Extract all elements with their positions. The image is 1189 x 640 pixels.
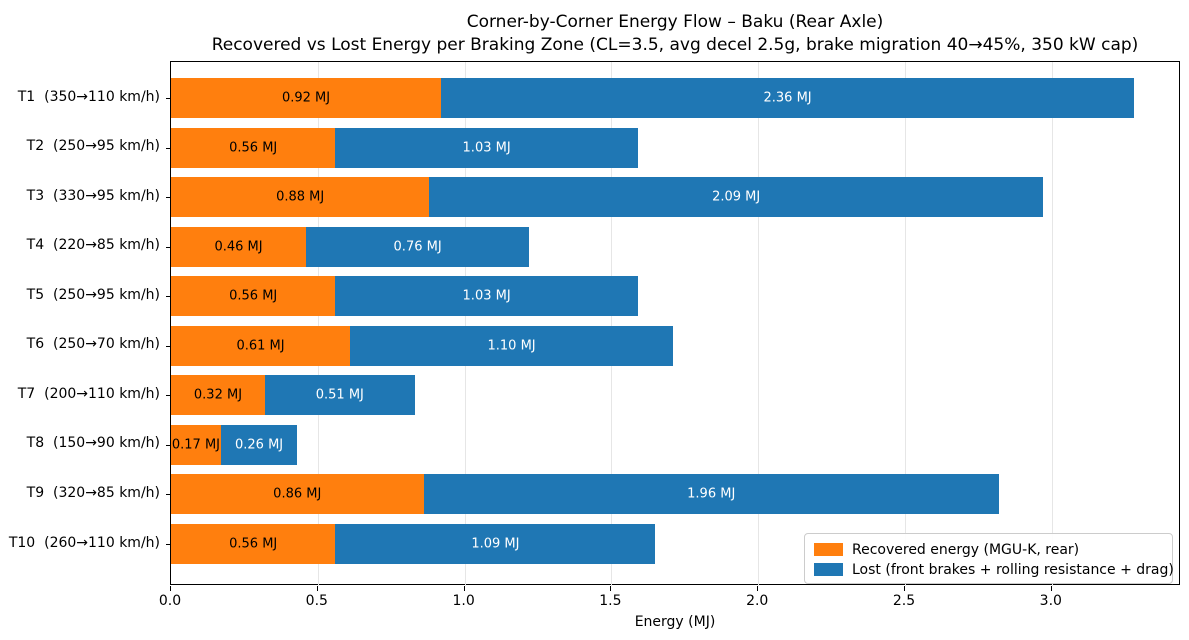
bar-segment-lost: 0.76 MJ (306, 226, 530, 267)
bar-value-label: 0.86 MJ (273, 486, 322, 502)
x-tick-mark (610, 586, 612, 591)
y-tick-mark (166, 147, 171, 149)
y-tick-mark (166, 296, 171, 298)
bar-value-label: 0.56 MJ (229, 288, 278, 304)
bar-segment-lost: 2.36 MJ (441, 78, 1135, 118)
bar-value-label: 0.56 MJ (229, 140, 278, 156)
bar-segment-recovered: 0.17 MJ (171, 424, 221, 465)
y-tick-label: T10 (260→110 km/h) (8, 534, 160, 551)
x-tick-label: 0.0 (158, 593, 182, 609)
x-axis-label: Energy (MJ) (634, 614, 716, 630)
x-tick-label: 3.0 (1039, 593, 1062, 609)
x-tick-mark (904, 586, 905, 591)
y-tick-label: T7 (200→110 km/h) (17, 385, 160, 402)
chart-title: Corner-by-Corner Energy Flow – Baku (Rea… (466, 12, 884, 32)
y-tick-label: T2 (250→95 km/h) (26, 138, 160, 155)
bar-segment-lost: 1.09 MJ (335, 524, 656, 565)
bar-segment-recovered: 0.56 MJ (171, 127, 336, 168)
legend-label-recovered: Recovered energy (MGU-K, rear) (852, 541, 1080, 558)
legend-swatch-recovered-icon (814, 543, 843, 556)
bar-segment-lost: 2.09 MJ (429, 177, 1043, 218)
gridline (611, 62, 613, 586)
bar-segment-recovered: 0.56 MJ (171, 276, 336, 317)
y-tick-mark (166, 395, 171, 397)
x-tick-label: 2.5 (892, 593, 916, 609)
x-tick-mark (463, 586, 465, 591)
gridline (905, 62, 906, 586)
y-tick-label: T3 (330→95 km/h) (26, 187, 160, 204)
gridline (317, 62, 319, 586)
bar-segment-lost: 1.10 MJ (350, 325, 674, 366)
y-tick-mark (166, 444, 171, 446)
y-tick-label: T8 (150→90 km/h) (26, 435, 160, 452)
bar-value-label: 0.56 MJ (229, 536, 278, 552)
x-tick-label: 0.5 (305, 593, 328, 609)
x-tick-mark (757, 586, 759, 591)
bar-value-label: 1.03 MJ (462, 140, 511, 156)
x-tick-mark (1050, 586, 1052, 591)
y-tick-mark (166, 494, 171, 496)
x-tick-label: 2.0 (746, 593, 769, 609)
x-tick-mark (316, 586, 318, 591)
bar-segment-recovered: 0.86 MJ (171, 474, 424, 515)
y-tick-mark (166, 544, 171, 546)
bar-segment-recovered: 0.32 MJ (171, 375, 265, 416)
bar-segment-lost: 0.26 MJ (220, 424, 298, 465)
y-tick-mark (166, 197, 171, 199)
gridline (1051, 62, 1053, 586)
bar-segment-recovered: 0.92 MJ (171, 78, 442, 118)
bar-value-label: 0.51 MJ (315, 387, 364, 403)
legend-item-lost: Lost (front brakes + rolling resistance … (814, 560, 1174, 579)
bar-segment-recovered: 0.56 MJ (171, 524, 336, 565)
y-tick-label: T6 (250→70 km/h) (26, 336, 160, 353)
bar-segment-lost: 1.03 MJ (335, 127, 638, 168)
chart-subtitle: Recovered vs Lost Energy per Braking Zon… (211, 35, 1139, 55)
y-tick-label: T4 (220→85 km/h) (26, 237, 160, 254)
y-tick-label: T1 (350→110 km/h) (17, 88, 160, 105)
gridline (464, 62, 466, 586)
bar-segment-recovered: 0.88 MJ (171, 177, 430, 218)
bar-value-label: 1.09 MJ (471, 536, 520, 552)
y-tick-mark (166, 345, 171, 347)
bar-value-label: 0.76 MJ (393, 239, 442, 255)
x-tick-label: 1.5 (599, 593, 622, 609)
gridline (758, 62, 760, 586)
bar-segment-lost: 1.96 MJ (423, 474, 999, 515)
bar-value-label: 0.88 MJ (276, 189, 325, 205)
bar-value-label: 0.92 MJ (281, 90, 331, 106)
bar-segment-lost: 0.51 MJ (264, 375, 415, 416)
bar-value-label: 0.46 MJ (214, 239, 263, 255)
bar-value-label: 0.26 MJ (234, 437, 284, 453)
bar-segment-recovered: 0.61 MJ (171, 325, 351, 366)
legend-swatch-lost-icon (814, 563, 843, 576)
legend-label-lost: Lost (front brakes + rolling resistance … (852, 561, 1174, 578)
bar-value-label: 0.61 MJ (236, 338, 285, 354)
bar-segment-recovered: 0.46 MJ (171, 226, 307, 267)
y-tick-label: T5 (250→95 km/h) (26, 286, 160, 303)
bar-value-label: 1.10 MJ (487, 338, 536, 354)
legend-item-recovered: Recovered energy (MGU-K, rear) (814, 540, 1162, 559)
bar-value-label: 0.32 MJ (193, 387, 243, 403)
plot-area: Recovered energy (MGU-K, rear) Lost (fro… (166, 61, 1180, 586)
x-tick-mark (170, 586, 171, 591)
bar-value-label: 2.36 MJ (763, 90, 812, 106)
y-tick-mark (166, 246, 171, 248)
bar-segment-lost: 1.03 MJ (335, 276, 638, 317)
bar-value-label: 2.09 MJ (712, 189, 761, 205)
x-tick-label: 1.0 (452, 593, 475, 609)
bar-value-label: 1.03 MJ (462, 288, 511, 304)
bar-value-label: 1.96 MJ (687, 486, 736, 502)
bar-value-label: 0.17 MJ (171, 437, 221, 453)
y-tick-mark (166, 98, 171, 99)
y-tick-label: T9 (320→85 km/h) (26, 484, 160, 501)
chart-title-block: Corner-by-Corner Energy Flow – Baku (Rea… (170, 11, 1180, 57)
legend: Recovered energy (MGU-K, rear) Lost (fro… (804, 533, 1174, 584)
